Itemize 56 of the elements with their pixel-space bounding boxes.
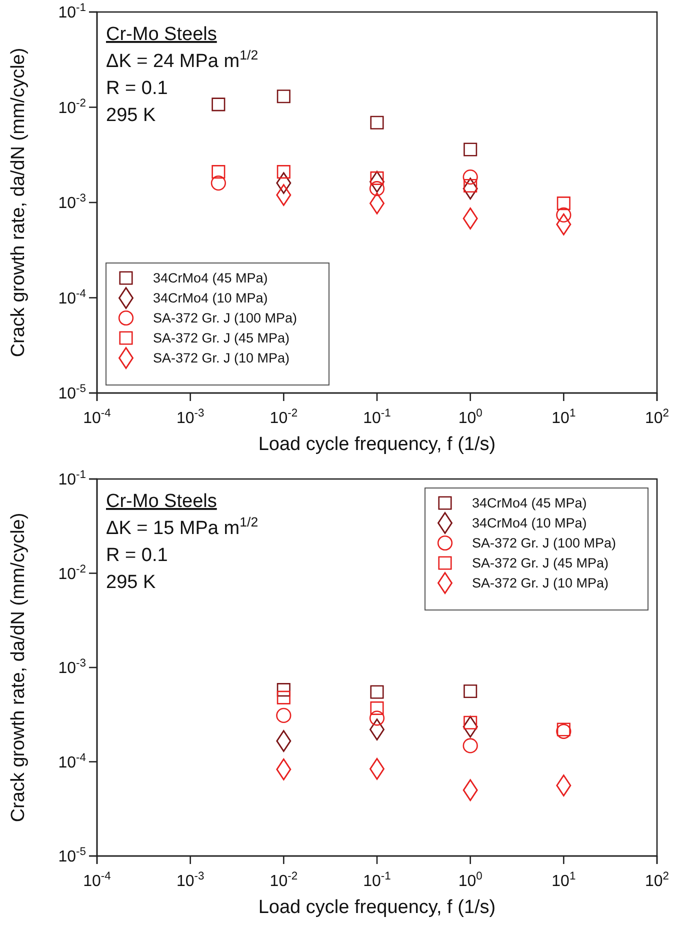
legend-label: 34CrMo4 (10 MPa)	[472, 516, 587, 531]
x-tick-label: 10$^{2}$	[644, 408, 670, 427]
point	[276, 683, 290, 697]
legend-label: SA-372 Gr. J (100 MPa)	[472, 536, 616, 551]
y-tick-label: 10$^{-2}$	[58, 97, 86, 117]
legend-label: SA-372 Gr. J (45 MPa)	[153, 330, 290, 346]
y-tick-label: 10$^{-2}$	[58, 563, 86, 583]
point	[369, 710, 385, 726]
x-tick-label: 10$^{1}$	[552, 408, 576, 427]
y-tick-label: 10$^{-5}$	[58, 846, 86, 866]
point	[370, 685, 384, 699]
x-tick-label: 10$^{0}$	[458, 870, 482, 890]
annotation: 295 K	[106, 105, 156, 126]
legend-label: SA-372 Gr. J (10 MPa)	[153, 350, 290, 366]
y-axis-title: Crack growth rate, da/dN (mm/cycle)	[8, 512, 29, 822]
text: Cr-Mo Steels	[106, 24, 217, 45]
legend-label: SA-372 Gr. J (45 MPa)	[472, 556, 609, 571]
legend-label: SA-372 Gr. J (10 MPa)	[472, 576, 609, 591]
y-tick-label: 10$^{-1}$	[58, 469, 86, 489]
point	[464, 684, 478, 698]
y-tick-label: 10$^{-4}$	[58, 288, 86, 308]
x-tick-label: 10$^{-3}$	[176, 870, 204, 890]
x-tick-label: 10$^{-4}$	[83, 870, 111, 890]
x-axis-title: Load cycle frequency, f (1/s)	[258, 897, 496, 918]
point	[556, 774, 572, 796]
y-tick-label: 10$^{-3}$	[58, 192, 86, 212]
text: Cr-Mo Steels	[106, 491, 217, 512]
x-tick-label: 10$^{-2}$	[270, 870, 298, 890]
point	[276, 708, 292, 723]
annotation: ΔK = 15 MPa m$^{1/2}$	[106, 514, 258, 539]
y-tick-label: 10$^{-1}$	[58, 2, 86, 22]
legend-label: 34CrMo4 (10 MPa)	[153, 290, 268, 306]
x-axis-title: Load cycle frequency, f (1/s)	[258, 434, 496, 455]
x-tick-label: 10$^{-1}$	[363, 870, 391, 890]
legend-label: 34CrMo4 (45 MPa)	[153, 270, 268, 286]
point	[370, 701, 384, 715]
x-tick-label: 10$^{-4}$	[83, 408, 111, 427]
annotation: R = 0.1	[106, 78, 168, 99]
y-axis-title: Crack growth rate, da/dN (mm/cycle)	[8, 48, 29, 358]
x-tick-label: 10$^{1}$	[552, 870, 576, 890]
y-tick-label: 10$^{-3}$	[58, 658, 86, 678]
x-tick-label: 10$^{2}$	[644, 870, 670, 890]
legend-label: 34CrMo4 (45 MPa)	[472, 496, 587, 511]
annotation: ΔK = 24 MPa m$^{1/2}$	[106, 47, 258, 72]
y-tick-label: 10$^{-5}$	[58, 383, 86, 403]
annotation: R = 0.1	[106, 545, 168, 566]
x-tick-label: 10$^{-3}$	[176, 408, 204, 427]
point	[462, 738, 478, 754]
point	[276, 690, 290, 704]
legend-label: SA-372 Gr. J (100 MPa)	[153, 310, 298, 326]
x-tick-label: 10$^{-2}$	[270, 408, 298, 427]
y-tick-label: 10$^{-4}$	[58, 752, 86, 772]
x-tick-label: 10$^{0}$	[458, 408, 482, 427]
annotation: 295 K	[106, 572, 156, 593]
point	[276, 730, 292, 752]
x-tick-label: 10$^{-1}$	[363, 408, 391, 427]
